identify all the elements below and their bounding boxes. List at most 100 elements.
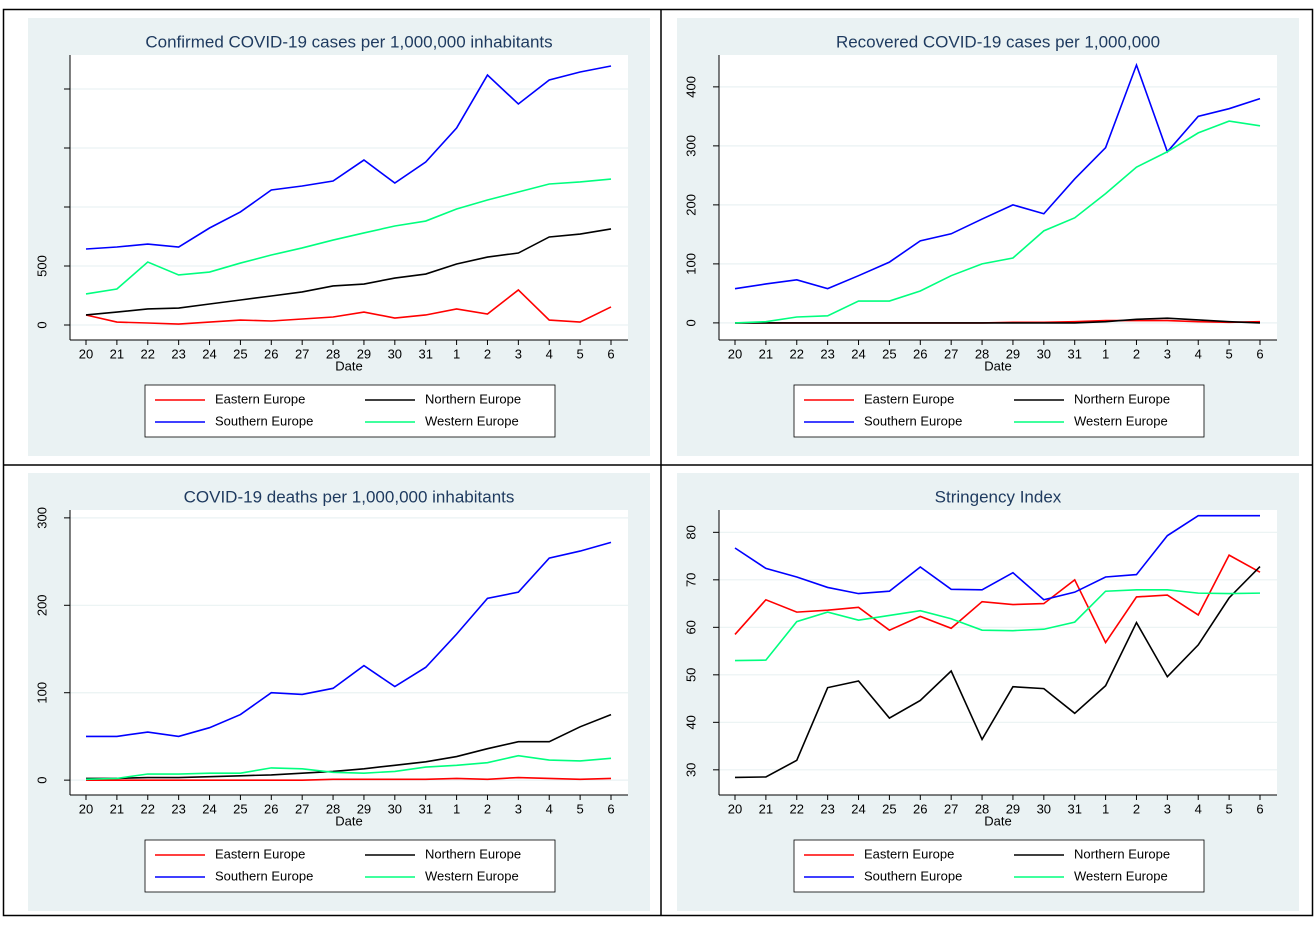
x-tick-label: 28 [326, 346, 340, 361]
plot-area [719, 55, 1277, 340]
x-tick-label: 4 [1195, 346, 1202, 361]
y-tick-label: 500 [34, 255, 49, 277]
plot-area [719, 510, 1277, 795]
x-tick-label: 2 [484, 346, 491, 361]
y-tick-label: 400 [683, 76, 698, 98]
y-tick-label: 300 [683, 135, 698, 157]
x-tick-label: 2 [484, 801, 491, 816]
x-tick-label: 31 [418, 346, 432, 361]
x-tick-label: 31 [418, 801, 432, 816]
y-tick-label: 300 [34, 507, 49, 529]
x-tick-label: 24 [202, 801, 216, 816]
y-tick-label: 100 [34, 682, 49, 704]
legend [144, 839, 556, 893]
x-tick-label: 1 [453, 801, 460, 816]
legend [144, 384, 556, 438]
series-line [85, 178, 612, 295]
x-tick-label: 27 [944, 346, 958, 361]
x-tick-label: 5 [577, 801, 584, 816]
x-tick-label: 25 [233, 801, 247, 816]
series-line [86, 776, 612, 781]
x-tick-label: 23 [171, 346, 185, 361]
x-tick-label: 4 [1195, 801, 1202, 816]
y-tick-label: 100 [683, 253, 698, 275]
series-line [85, 228, 612, 316]
x-tick-label: 31 [1067, 801, 1081, 816]
x-tick-label: 24 [851, 801, 865, 816]
legend-label: Northern Europe [425, 391, 521, 406]
x-tick-label: 20 [79, 801, 93, 816]
x-tick-label: 26 [264, 801, 278, 816]
x-tick-label: 26 [913, 346, 927, 361]
y-tick-label: 60 [683, 620, 698, 634]
x-tick-label: 5 [1226, 801, 1233, 816]
x-tick-label: 28 [326, 801, 340, 816]
series-line [85, 288, 612, 325]
series-line [85, 65, 612, 250]
x-tick-label: 3 [1164, 346, 1171, 361]
x-tick-label: 23 [171, 801, 185, 816]
chart-title: COVID-19 deaths per 1,000,000 inhabitant… [184, 487, 515, 506]
x-tick-label: 23 [820, 801, 834, 816]
y-tick-label: 0 [34, 321, 49, 328]
y-tick-label: 70 [683, 573, 698, 587]
x-tick-label: 28 [975, 346, 989, 361]
chart-title: Stringency Index [935, 487, 1062, 506]
series-line [734, 589, 1261, 662]
x-tick-label: 20 [728, 801, 742, 816]
x-tick-label: 1 [453, 346, 460, 361]
x-tick-label: 21 [110, 346, 124, 361]
x-tick-label: 27 [295, 801, 309, 816]
x-tick-label: 6 [1256, 346, 1263, 361]
x-tick-label: 6 [607, 346, 614, 361]
legend-label: Southern Europe [215, 868, 313, 883]
x-tick-label: 22 [141, 801, 155, 816]
x-axis-label: Date [335, 358, 362, 373]
x-tick-label: 29 [357, 346, 371, 361]
x-tick-label: 24 [202, 346, 216, 361]
x-tick-label: 5 [1226, 346, 1233, 361]
legend [793, 384, 1205, 438]
series-line [735, 317, 1261, 324]
x-tick-label: 2 [1133, 801, 1140, 816]
x-tick-label: 21 [759, 801, 773, 816]
x-tick-label: 6 [1256, 801, 1263, 816]
x-tick-label: 29 [1006, 801, 1020, 816]
x-tick-label: 30 [388, 801, 402, 816]
series-line [734, 554, 1261, 645]
y-tick-label: 0 [34, 777, 49, 784]
series-line [734, 565, 1261, 779]
x-tick-label: 22 [141, 346, 155, 361]
y-tick-label: 80 [683, 525, 698, 539]
legend-label: Northern Europe [1074, 846, 1170, 861]
x-tick-label: 27 [944, 801, 958, 816]
x-tick-label: 20 [79, 346, 93, 361]
x-tick-label: 24 [851, 346, 865, 361]
series-line [734, 514, 1260, 601]
x-tick-label: 1 [1102, 346, 1109, 361]
x-tick-label: 29 [1006, 346, 1020, 361]
legend-label: Southern Europe [864, 413, 962, 428]
y-tick-label: 30 [683, 763, 698, 777]
x-tick-label: 30 [1037, 346, 1051, 361]
legend-label: Eastern Europe [215, 391, 305, 406]
chart-title: Recovered COVID-19 cases per 1,000,000 [836, 32, 1160, 51]
y-tick-label: 200 [34, 594, 49, 616]
x-tick-label: 2 [1133, 346, 1140, 361]
plot-area [70, 510, 628, 795]
x-tick-label: 4 [546, 801, 553, 816]
plot-area [70, 55, 628, 340]
legend-label: Western Europe [1074, 413, 1168, 428]
x-axis-label: Date [984, 813, 1011, 828]
x-tick-label: 3 [1164, 801, 1171, 816]
legend [793, 839, 1205, 893]
x-axis-label: Date [984, 358, 1011, 373]
legend-label: Northern Europe [1074, 391, 1170, 406]
legend-label: Southern Europe [215, 413, 313, 428]
legend-label: Northern Europe [425, 846, 521, 861]
y-tick-label: 50 [683, 668, 698, 682]
x-tick-label: 3 [515, 801, 522, 816]
x-tick-label: 26 [913, 801, 927, 816]
x-tick-label: 21 [759, 346, 773, 361]
